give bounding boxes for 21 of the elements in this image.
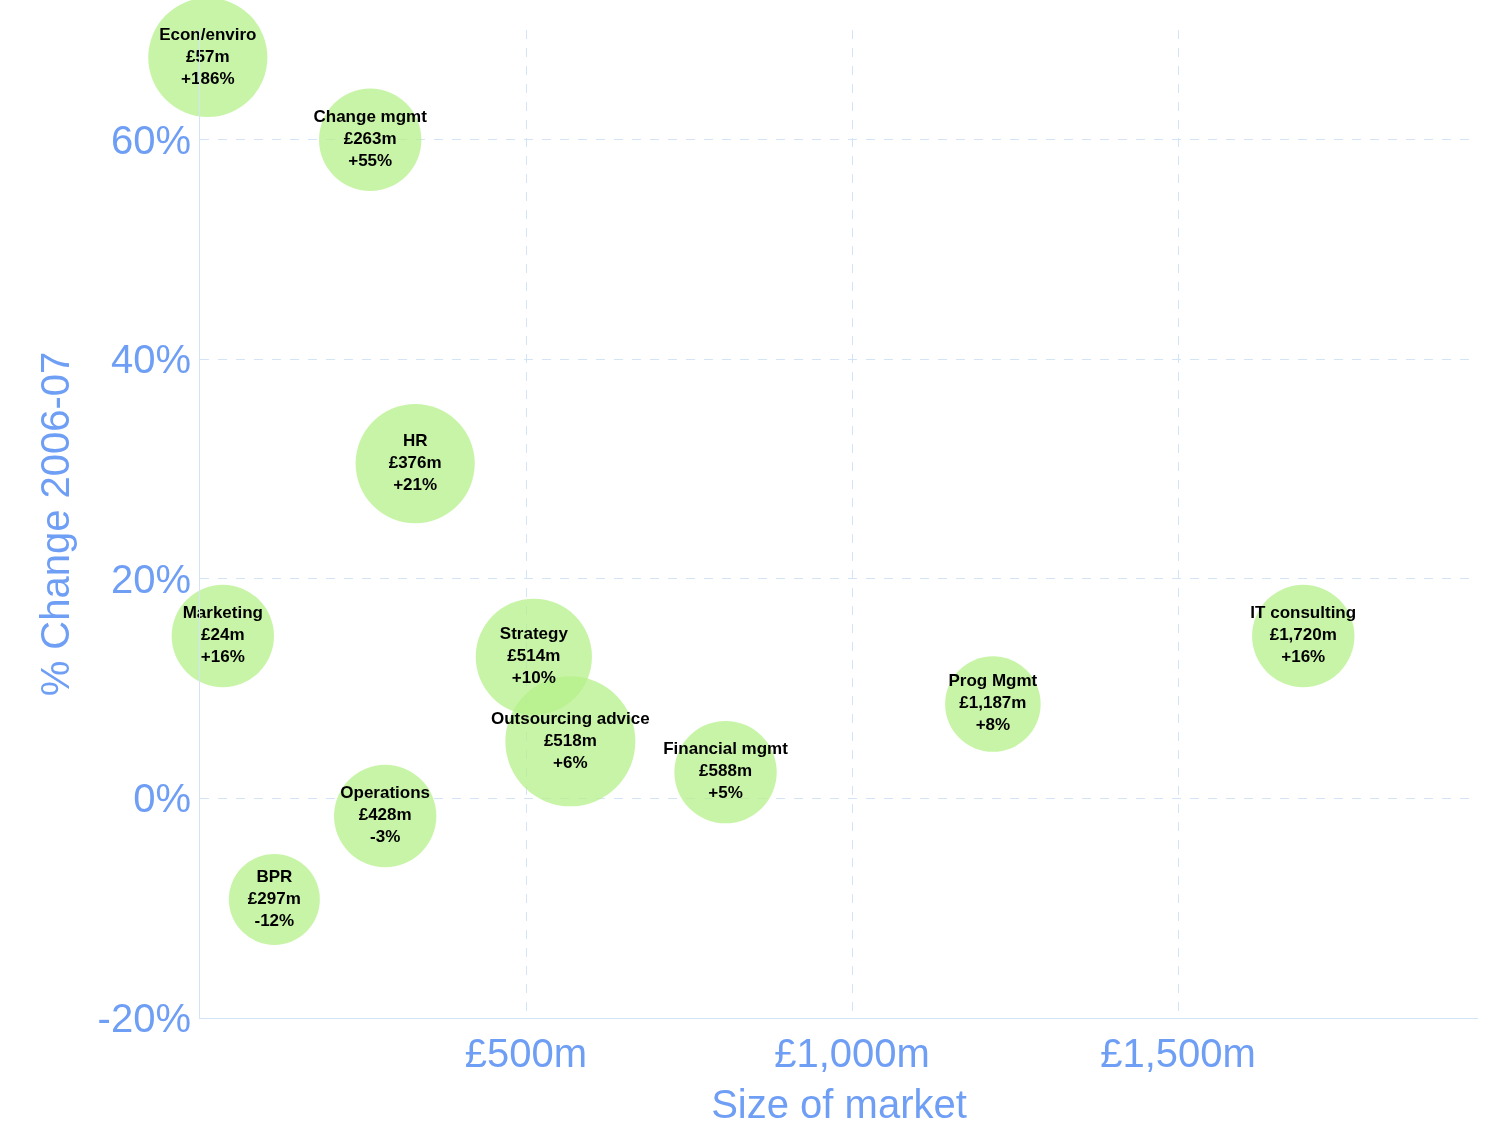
data-label: Marketing £24m +16% [182, 603, 263, 667]
y-tick-label: 60% [110, 117, 191, 162]
data-label: Operations £428m -3% [340, 783, 431, 847]
x-tick-label: £1,500m [1100, 1031, 1256, 1075]
data-label: Financial mgmt £588m +5% [663, 739, 789, 803]
data-label: Econ/enviro £57m +186% [159, 24, 257, 88]
data-label: Strategy £514m +10% [499, 623, 569, 688]
x-tick-label: £500m [464, 1031, 588, 1075]
data-label: HR £376m +21% [388, 430, 442, 494]
data-label: IT consulting £1,720m +16% [1250, 603, 1357, 667]
y-axis-title: % Change 2006-07 [33, 351, 78, 697]
y-tick-label: 0% [133, 776, 191, 821]
data-label: Prog Mgmt £1,187m +8% [948, 671, 1038, 735]
data-label: Change mgmt £263m +55% [313, 106, 428, 171]
data-label: Outsourcing advice £518m +6% [491, 708, 650, 772]
y-tick-label: 40% [110, 337, 191, 382]
x-axis-title: Size of market [711, 1081, 967, 1126]
y-tick-label: -20% [97, 996, 191, 1040]
data-label: BPR £297m -12% [247, 866, 301, 930]
x-tick-label: £1,000m [774, 1031, 930, 1075]
y-tick-label: 20% [110, 556, 191, 601]
